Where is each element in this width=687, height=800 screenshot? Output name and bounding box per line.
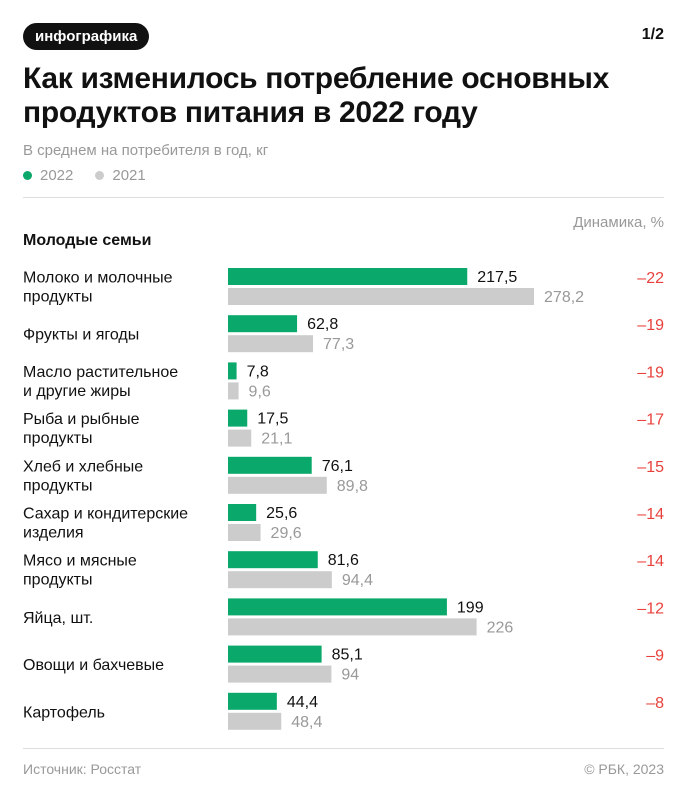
legend-dot-icon xyxy=(95,171,105,180)
value-label-2022: 17,5 xyxy=(257,411,288,428)
bar-2022 xyxy=(228,409,248,427)
dynamics-value: –9 xyxy=(646,648,664,665)
dynamics-value: –12 xyxy=(637,600,664,617)
bar-2021 xyxy=(228,665,332,683)
infographic-tag: инфографика xyxy=(23,23,150,50)
category-label: Молоко и молочные продукты xyxy=(23,270,173,306)
value-label-2022: 199 xyxy=(457,599,484,616)
bar-2021 xyxy=(228,288,535,305)
category-label: Яйца, шт. xyxy=(23,610,93,627)
bar-2022 xyxy=(228,362,237,380)
category-label: Мясо и мясные продукты xyxy=(23,553,137,589)
value-label-2021: 48,4 xyxy=(291,714,322,731)
bar-2021 xyxy=(228,429,252,447)
value-label-2021: 226 xyxy=(487,619,514,636)
bottom-divider xyxy=(23,748,664,749)
category-label: Овощи и бахчевые xyxy=(23,657,164,674)
value-label-2021: 94,4 xyxy=(342,572,373,589)
bar-2022 xyxy=(228,692,277,710)
bar-2021 xyxy=(228,618,477,636)
bar-2021 xyxy=(228,476,327,494)
dynamics-value: –15 xyxy=(637,459,664,476)
bar-2021 xyxy=(228,712,282,730)
dynamics-value: –14 xyxy=(637,506,664,523)
category-label: Картофель xyxy=(23,704,105,721)
bar-2022 xyxy=(228,456,312,474)
dynamics-value: –19 xyxy=(637,317,664,334)
section-title: Молодые семьи xyxy=(23,232,152,249)
bar-2022 xyxy=(228,268,468,285)
top-divider xyxy=(23,197,664,198)
category-label: Хлеб и хлебные продукты xyxy=(23,458,143,494)
source-note: Источник: Росстат xyxy=(23,761,142,777)
bar-2022 xyxy=(228,315,298,333)
value-label-2021: 9,6 xyxy=(249,383,271,400)
value-label-2022: 44,4 xyxy=(287,694,318,711)
dynamics-header: Динамика, % xyxy=(573,214,664,231)
dynamics-value: –14 xyxy=(637,553,664,570)
value-label-2022: 7,8 xyxy=(247,363,269,380)
category-label: Масло растительное и другие жиры xyxy=(23,364,178,400)
bar-2022 xyxy=(228,598,447,616)
value-label-2021: 21,1 xyxy=(261,431,292,448)
dynamics-value: –19 xyxy=(637,364,664,381)
value-label-2021: 94 xyxy=(341,667,359,684)
value-label-2021: 89,8 xyxy=(337,478,368,495)
bar-2022 xyxy=(228,504,257,521)
value-label-2022: 25,6 xyxy=(266,505,297,522)
dynamics-value: –17 xyxy=(637,412,664,429)
legend-label: 2021 xyxy=(112,167,146,184)
copyright: © РБК, 2023 xyxy=(584,761,664,777)
category-label: Сахар и кондитерские изделия xyxy=(23,506,188,542)
category-label: Фрукты и ягоды xyxy=(23,327,139,344)
page-indicator: 1/2 xyxy=(641,26,664,43)
category-label: Рыба и рыбные продукты xyxy=(23,411,140,447)
page-title: Как изменилось потребление основных прод… xyxy=(23,62,609,129)
legend-item-2021: 2021 xyxy=(95,167,146,184)
value-label-2022: 76,1 xyxy=(322,458,353,475)
value-label-2021: 29,6 xyxy=(271,525,302,542)
legend-label: 2022 xyxy=(40,167,74,184)
value-label-2021: 77,3 xyxy=(323,336,354,353)
value-label-2022: 81,6 xyxy=(328,552,359,569)
dynamics-value: –22 xyxy=(637,270,664,287)
bar-2021 xyxy=(228,382,239,400)
value-label-2022: 62,8 xyxy=(307,316,338,333)
value-label-2022: 85,1 xyxy=(332,647,363,664)
bar-2021 xyxy=(228,524,261,541)
value-label-2021: 278,2 xyxy=(544,289,584,306)
chart-subtitle: В среднем на потребителя в год, кг xyxy=(23,142,269,159)
legend: 2022 2021 xyxy=(23,167,146,184)
value-label-2022: 217,5 xyxy=(477,269,517,286)
bar-2022 xyxy=(228,645,322,663)
bar-2022 xyxy=(228,551,318,569)
bar-2021 xyxy=(228,571,332,589)
bar-2021 xyxy=(228,335,314,353)
dynamics-value: –8 xyxy=(646,695,664,712)
legend-item-2022: 2022 xyxy=(23,167,73,184)
legend-dot-icon xyxy=(23,171,32,180)
